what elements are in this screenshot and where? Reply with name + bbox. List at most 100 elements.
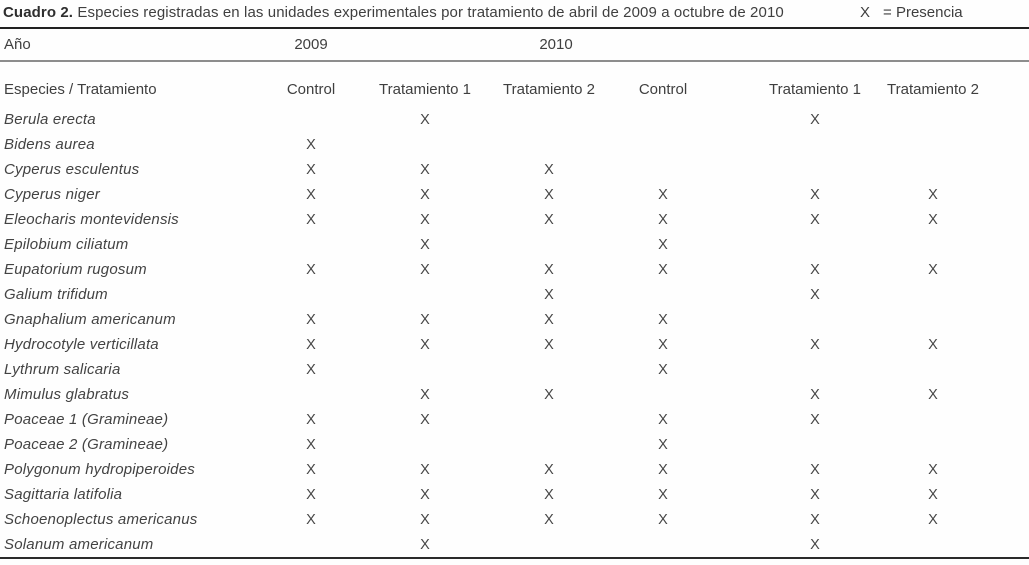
table-row: Berula erecta X X [0, 107, 1029, 132]
table-row: Cyperus esculentus X X X [0, 157, 1029, 182]
species-name: Berula erecta [4, 111, 96, 128]
table-number: Cuadro 2. [3, 4, 74, 21]
table-row: Lythrum salicaria X X [0, 357, 1029, 382]
presence-cell: X [928, 336, 938, 353]
presence-cell: X [420, 211, 430, 228]
presence-cell: X [928, 511, 938, 528]
species-name: Polygonum hydropiperoides [4, 461, 195, 478]
presence-cell: X [420, 411, 430, 428]
species-name: Schoenoplectus americanus [4, 511, 198, 528]
table-row: Mimulus glabratus X X X X [0, 382, 1029, 407]
presence-cell: X [420, 336, 430, 353]
presence-cell: X [544, 461, 554, 478]
species-name: Cyperus niger [4, 186, 100, 203]
presence-cell: X [658, 336, 668, 353]
col-header-tratamiento2-2009: Tratamiento 2 [503, 81, 595, 98]
presence-cell: X [544, 261, 554, 278]
table-row: Epilobium ciliatum X X [0, 232, 1029, 257]
year-header-row: Año 2009 2010 [0, 29, 1029, 60]
presence-cell: X [420, 161, 430, 178]
species-name: Bidens aurea [4, 136, 95, 153]
presence-cell: X [306, 261, 316, 278]
presence-cell: X [928, 386, 938, 403]
presence-cell: X [420, 511, 430, 528]
presence-cell: X [810, 186, 820, 203]
species-name: Eupatorium rugosum [4, 261, 147, 278]
presence-cell: X [420, 386, 430, 403]
year-row-label: Año [4, 36, 31, 53]
presence-cell: X [810, 286, 820, 303]
presence-cell: X [928, 211, 938, 228]
presence-cell: X [810, 511, 820, 528]
presence-cell: X [306, 361, 316, 378]
presence-cell: X [544, 511, 554, 528]
presence-cell: X [306, 311, 316, 328]
species-name: Hydrocotyle verticillata [4, 336, 159, 353]
presence-cell: X [658, 411, 668, 428]
species-name: Poaceae 1 (Gramineae) [4, 411, 169, 428]
table-row: Cyperus niger X X X X X X [0, 182, 1029, 207]
year-2010: 2010 [539, 36, 573, 53]
year-2010-cell: 2010 [494, 36, 604, 53]
presence-cell: X [306, 411, 316, 428]
species-column-header: Especies / Tratamiento [4, 81, 157, 98]
table-row: Eleocharis montevidensis X X X X X X [0, 207, 1029, 232]
table-row: Solanum americanum X X [0, 532, 1029, 557]
presence-cell: X [420, 536, 430, 553]
presence-cell: X [810, 261, 820, 278]
presence-cell: X [544, 311, 554, 328]
presence-cell: X [306, 186, 316, 203]
table-row: Hydrocotyle verticillata X X X X X X [0, 332, 1029, 357]
species-name: Lythrum salicaria [4, 361, 121, 378]
presence-cell: X [544, 186, 554, 203]
year-2009: 2009 [294, 36, 328, 53]
presence-cell: X [420, 311, 430, 328]
presence-cell: X [658, 461, 668, 478]
col-header-tratamiento2-2010: Tratamiento 2 [887, 81, 979, 98]
table-caption-row: Cuadro 2. Especies registradas en las un… [0, 0, 1029, 27]
presence-legend: X = Presencia [860, 4, 963, 21]
presence-cell: X [658, 486, 668, 503]
species-name: Sagittaria latifolia [4, 486, 123, 503]
presence-cell: X [928, 186, 938, 203]
presence-cell: X [658, 186, 668, 203]
bottom-rule [0, 557, 1029, 559]
presence-cell: X [306, 136, 316, 153]
mid-rule [0, 60, 1029, 62]
presence-cell: X [658, 261, 668, 278]
species-name: Cyperus esculentus [4, 161, 140, 178]
table-row: Galium trifidum X X [0, 282, 1029, 307]
presence-cell: X [420, 186, 430, 203]
presence-cell: X [658, 511, 668, 528]
presence-cell: X [306, 436, 316, 453]
presence-cell: X [810, 336, 820, 353]
presence-cell: X [306, 461, 316, 478]
table-row: Schoenoplectus americanus X X X X X X [0, 507, 1029, 532]
presence-cell: X [928, 486, 938, 503]
table-row: Poaceae 2 (Gramineae) X X [0, 432, 1029, 457]
legend-symbol: X [860, 4, 871, 21]
legend-meaning: = Presencia [883, 4, 963, 21]
species-name: Epilobium ciliatum [4, 236, 129, 253]
column-header-row: Especies / Tratamiento Control Tratamien… [0, 62, 1029, 107]
presence-cell: X [658, 436, 668, 453]
presence-cell: X [810, 386, 820, 403]
presence-cell: X [658, 361, 668, 378]
presence-cell: X [544, 386, 554, 403]
presence-cell: X [544, 161, 554, 178]
species-name: Mimulus glabratus [4, 386, 130, 403]
presence-cell: X [810, 461, 820, 478]
col-header-control-2010: Control [638, 81, 688, 98]
species-name: Eleocharis montevidensis [4, 211, 179, 228]
presence-cell: X [658, 236, 668, 253]
presence-cell: X [544, 286, 554, 303]
col-header-tratamiento1-2009: Tratamiento 1 [379, 81, 471, 98]
col-header-control-2009: Control [286, 81, 336, 98]
presence-cell: X [420, 461, 430, 478]
presence-cell: X [658, 311, 668, 328]
table-row: Gnaphalium americanum X X X X [0, 307, 1029, 332]
presence-cell: X [420, 111, 430, 128]
table-row: Poaceae 1 (Gramineae) X X X X [0, 407, 1029, 432]
presence-cell: X [928, 461, 938, 478]
